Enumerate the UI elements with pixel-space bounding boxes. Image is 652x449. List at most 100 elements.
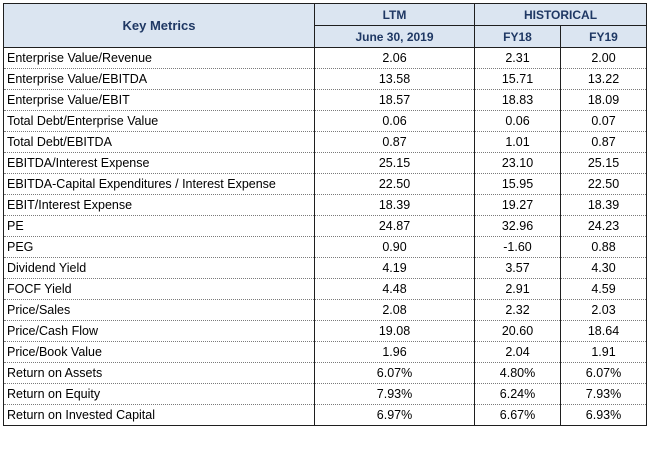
ltm-value-cell[interactable]: 6.97% bbox=[314, 404, 475, 426]
fy19-value-cell[interactable]: 24.23 bbox=[560, 215, 647, 237]
metric-cell[interactable]: FOCF Yield bbox=[3, 278, 315, 300]
table-row: Total Debt/Enterprise Value 0.06 0.06 0.07 bbox=[3, 110, 647, 132]
ltm-value-cell[interactable]: 0.87 bbox=[314, 131, 475, 153]
fy19-value-cell[interactable]: 0.88 bbox=[560, 236, 647, 258]
table-row: PE 24.87 32.96 24.23 bbox=[3, 215, 647, 237]
table-row: Price/Book Value 1.96 2.04 1.91 bbox=[3, 341, 647, 363]
fy18-value-cell[interactable]: 4.80% bbox=[474, 362, 561, 384]
table-row: FOCF Yield 4.48 2.91 4.59 bbox=[3, 278, 647, 300]
key-metrics-header[interactable]: Key Metrics bbox=[3, 3, 315, 48]
metric-cell[interactable]: Return on Invested Capital bbox=[3, 404, 315, 426]
metric-cell[interactable]: Enterprise Value/EBITDA bbox=[3, 68, 315, 90]
fy19-value-cell[interactable]: 18.39 bbox=[560, 194, 647, 216]
metric-cell[interactable]: EBIT/Interest Expense bbox=[3, 194, 315, 216]
fy18-value-cell[interactable]: 0.06 bbox=[474, 110, 561, 132]
table-row: Enterprise Value/Revenue 2.06 2.31 2.00 bbox=[3, 47, 647, 69]
fy18-value-cell[interactable]: 19.27 bbox=[474, 194, 561, 216]
metric-cell[interactable]: Return on Equity bbox=[3, 383, 315, 405]
table-row: Price/Cash Flow 19.08 20.60 18.64 bbox=[3, 320, 647, 342]
fy18-value-cell[interactable]: 3.57 bbox=[474, 257, 561, 279]
table-row: Return on Equity 7.93% 6.24% 7.93% bbox=[3, 383, 647, 405]
ltm-value-cell[interactable]: 2.08 bbox=[314, 299, 475, 321]
metric-cell[interactable]: Price/Sales bbox=[3, 299, 315, 321]
ltm-date-header[interactable]: June 30, 2019 bbox=[314, 25, 475, 48]
ltm-value-cell[interactable]: 0.90 bbox=[314, 236, 475, 258]
table-header: Key Metrics LTM HISTORICAL June 30, 2019… bbox=[3, 3, 647, 48]
ltm-value-cell[interactable]: 4.48 bbox=[314, 278, 475, 300]
fy19-value-cell[interactable]: 18.64 bbox=[560, 320, 647, 342]
fy19-value-cell[interactable]: 7.93% bbox=[560, 383, 647, 405]
metric-cell[interactable]: EBITDA/Interest Expense bbox=[3, 152, 315, 174]
ltm-value-cell[interactable]: 0.06 bbox=[314, 110, 475, 132]
metric-cell[interactable]: Return on Assets bbox=[3, 362, 315, 384]
fy19-value-cell[interactable]: 2.00 bbox=[560, 47, 647, 69]
ltm-header[interactable]: LTM bbox=[314, 3, 475, 26]
fy18-value-cell[interactable]: -1.60 bbox=[474, 236, 561, 258]
metric-cell[interactable]: EBITDA-Capital Expenditures / Interest E… bbox=[3, 173, 315, 195]
key-metrics-sheet: Key Metrics LTM HISTORICAL June 30, 2019… bbox=[3, 3, 647, 446]
fy19-value-cell[interactable]: 4.59 bbox=[560, 278, 647, 300]
header-row-sub: June 30, 2019 FY18 FY19 bbox=[4, 25, 647, 48]
table-row: PEG 0.90 -1.60 0.88 bbox=[3, 236, 647, 258]
table-row: EBITDA/Interest Expense 25.15 23.10 25.15 bbox=[3, 152, 647, 174]
fy18-value-cell[interactable]: 1.01 bbox=[474, 131, 561, 153]
ltm-value-cell[interactable]: 13.58 bbox=[314, 68, 475, 90]
fy19-value-cell[interactable]: 1.91 bbox=[560, 341, 647, 363]
fy19-value-cell[interactable]: 6.93% bbox=[560, 404, 647, 426]
table-row: Enterprise Value/EBIT 18.57 18.83 18.09 bbox=[3, 89, 647, 111]
fy18-value-cell[interactable]: 6.24% bbox=[474, 383, 561, 405]
ltm-value-cell[interactable]: 6.07% bbox=[314, 362, 475, 384]
ltm-value-cell[interactable]: 2.06 bbox=[314, 47, 475, 69]
key-metrics-table: Key Metrics LTM HISTORICAL June 30, 2019… bbox=[3, 3, 647, 426]
ltm-value-cell[interactable]: 7.93% bbox=[314, 383, 475, 405]
fy18-header[interactable]: FY18 bbox=[474, 25, 561, 48]
historical-header[interactable]: HISTORICAL bbox=[474, 3, 647, 26]
fy18-value-cell[interactable]: 15.95 bbox=[474, 173, 561, 195]
ltm-value-cell[interactable]: 18.39 bbox=[314, 194, 475, 216]
table-row: Price/Sales 2.08 2.32 2.03 bbox=[3, 299, 647, 321]
metric-cell[interactable]: Price/Book Value bbox=[3, 341, 315, 363]
fy19-value-cell[interactable]: 0.07 bbox=[560, 110, 647, 132]
header-row-top: Key Metrics LTM HISTORICAL bbox=[3, 3, 647, 48]
metric-cell[interactable]: PE bbox=[3, 215, 315, 237]
fy19-value-cell[interactable]: 13.22 bbox=[560, 68, 647, 90]
table-body: Enterprise Value/Revenue 2.06 2.31 2.00 Ente… bbox=[3, 47, 647, 426]
fy18-value-cell[interactable]: 2.04 bbox=[474, 341, 561, 363]
ltm-value-cell[interactable]: 19.08 bbox=[314, 320, 475, 342]
table-row: Dividend Yield 4.19 3.57 4.30 bbox=[3, 257, 647, 279]
ltm-value-cell[interactable]: 22.50 bbox=[314, 173, 475, 195]
metric-cell[interactable]: Enterprise Value/EBIT bbox=[3, 89, 315, 111]
fy19-value-cell[interactable]: 25.15 bbox=[560, 152, 647, 174]
fy18-value-cell[interactable]: 6.67% bbox=[474, 404, 561, 426]
fy19-header[interactable]: FY19 bbox=[560, 25, 647, 48]
metric-cell[interactable]: Total Debt/EBITDA bbox=[3, 131, 315, 153]
fy19-value-cell[interactable]: 6.07% bbox=[560, 362, 647, 384]
fy18-value-cell[interactable]: 18.83 bbox=[474, 89, 561, 111]
metric-cell[interactable]: PEG bbox=[3, 236, 315, 258]
fy18-value-cell[interactable]: 2.32 bbox=[474, 299, 561, 321]
ltm-value-cell[interactable]: 1.96 bbox=[314, 341, 475, 363]
fy19-value-cell[interactable]: 4.30 bbox=[560, 257, 647, 279]
metric-cell[interactable]: Dividend Yield bbox=[3, 257, 315, 279]
ltm-value-cell[interactable]: 25.15 bbox=[314, 152, 475, 174]
fy18-value-cell[interactable]: 23.10 bbox=[474, 152, 561, 174]
metric-cell[interactable]: Total Debt/Enterprise Value bbox=[3, 110, 315, 132]
table-row: EBITDA-Capital Expenditures / Interest E… bbox=[3, 173, 647, 195]
table-row: EBIT/Interest Expense 18.39 19.27 18.39 bbox=[3, 194, 647, 216]
table-row: Total Debt/EBITDA 0.87 1.01 0.87 bbox=[3, 131, 647, 153]
fy18-value-cell[interactable]: 15.71 bbox=[474, 68, 561, 90]
fy18-value-cell[interactable]: 32.96 bbox=[474, 215, 561, 237]
fy18-value-cell[interactable]: 2.91 bbox=[474, 278, 561, 300]
fy18-value-cell[interactable]: 20.60 bbox=[474, 320, 561, 342]
metric-cell[interactable]: Price/Cash Flow bbox=[3, 320, 315, 342]
fy19-value-cell[interactable]: 22.50 bbox=[560, 173, 647, 195]
ltm-value-cell[interactable]: 4.19 bbox=[314, 257, 475, 279]
fy19-value-cell[interactable]: 0.87 bbox=[560, 131, 647, 153]
fy18-value-cell[interactable]: 2.31 bbox=[474, 47, 561, 69]
fy19-value-cell[interactable]: 2.03 bbox=[560, 299, 647, 321]
fy19-value-cell[interactable]: 18.09 bbox=[560, 89, 647, 111]
table-row: Return on Invested Capital 6.97% 6.67% 6.93… bbox=[3, 404, 647, 426]
metric-cell[interactable]: Enterprise Value/Revenue bbox=[3, 47, 315, 69]
ltm-value-cell[interactable]: 18.57 bbox=[314, 89, 475, 111]
ltm-value-cell[interactable]: 24.87 bbox=[314, 215, 475, 237]
